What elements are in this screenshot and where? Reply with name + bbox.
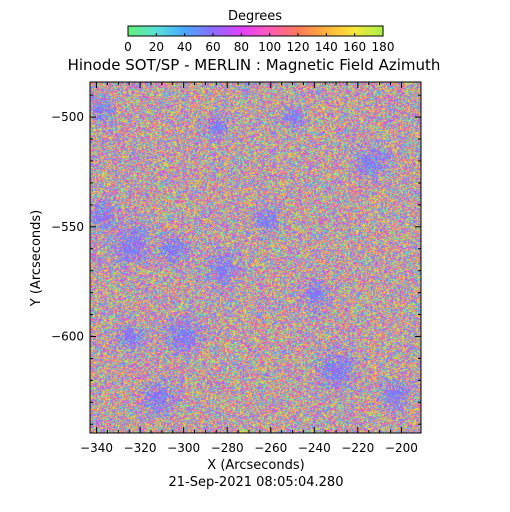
colorbar-cell (357, 26, 363, 36)
colorbar-cell (374, 26, 380, 36)
colorbar-cell (289, 26, 295, 36)
colorbar-cell (179, 26, 184, 36)
y-axis-label: Y (Arcseconds) (29, 210, 44, 307)
colorbar-cell (225, 26, 231, 36)
colorbar-cell (204, 26, 210, 36)
plot-area (89, 81, 422, 434)
colorbar-cell (170, 26, 176, 36)
colorbar-cell (174, 26, 180, 36)
x-tick-label: −220 (341, 441, 374, 455)
colorbar-cell (293, 26, 299, 36)
colorbar-gradient (128, 26, 384, 36)
chart-title: Hinode SOT/SP - MERLIN : Magnetic Field … (68, 56, 441, 74)
colorbar-cell (213, 26, 218, 36)
colorbar-tick-label: 0 (124, 40, 132, 54)
colorbar-cell (149, 26, 155, 36)
colorbar-cell (302, 26, 308, 36)
azimuth-heatmap (90, 82, 421, 433)
colorbar-cell (344, 26, 350, 36)
x-tick-label: −320 (124, 441, 157, 455)
y-tick-label: −550 (51, 220, 84, 234)
colorbar-cell (196, 26, 201, 36)
colorbar-cell (285, 26, 291, 36)
colorbar-cell (234, 26, 240, 36)
colorbar-cell (310, 26, 316, 36)
colorbar-cell (230, 26, 235, 36)
x-tick-label: −260 (254, 441, 287, 455)
colorbar-tick-label: 80 (234, 40, 249, 54)
colorbar-cell (200, 26, 206, 36)
colorbar-cell (272, 26, 278, 36)
x-axis-label: X (Arcseconds) (207, 458, 304, 473)
plot-frame (89, 81, 422, 434)
x-axis: −340 −320 −300 −280 −260 −240 −220 −200 (80, 82, 418, 455)
colorbar-cell (378, 26, 384, 36)
observation-timestamp: 21-Sep-2021 08:05:04.280 (169, 475, 344, 490)
colorbar-cell (162, 26, 167, 36)
x-tick-label: −200 (385, 441, 418, 455)
colorbar-cell (340, 26, 346, 36)
colorbar-cell (361, 26, 367, 36)
colorbar-cell (217, 26, 223, 36)
colorbar-cell (183, 26, 189, 36)
colorbar-cell (187, 26, 193, 36)
colorbar-cell (349, 26, 354, 36)
x-tick-label: −280 (211, 441, 244, 455)
colorbar-cell (153, 26, 159, 36)
colorbar-cell (221, 26, 227, 36)
x-tick-label: −240 (298, 441, 331, 455)
colorbar-cell (128, 26, 133, 36)
colorbar-cell (353, 26, 359, 36)
colorbar: 0 20 40 60 80 100 120 140 160 180 (124, 25, 395, 54)
colorbar-cell (306, 26, 312, 36)
colorbar-cell (191, 26, 197, 36)
colorbar-cell (145, 26, 150, 36)
colorbar-cell (132, 26, 138, 36)
colorbar-cell (370, 26, 376, 36)
colorbar-cell (276, 26, 282, 36)
colorbar-label: Degrees (228, 9, 282, 24)
colorbar-cell (281, 26, 286, 36)
colorbar-cell (238, 26, 244, 36)
x-tick-label: −300 (167, 441, 200, 455)
colorbar-cell (136, 26, 142, 36)
y-tick-label: −500 (51, 110, 84, 124)
colorbar-cell (268, 26, 274, 36)
colorbar-cell (366, 26, 371, 36)
colorbar-cell (259, 26, 265, 36)
colorbar-cell (140, 26, 146, 36)
colorbar-cell (319, 26, 325, 36)
colorbar-cell (298, 26, 303, 36)
colorbar-cell (332, 26, 337, 36)
colorbar-tick-label: 60 (205, 40, 220, 54)
colorbar-tick-label: 20 (149, 40, 164, 54)
colorbar-cell (247, 26, 252, 36)
colorbar-tick-label: 140 (315, 40, 338, 54)
colorbar-cell (264, 26, 269, 36)
colorbar-tick-label: 160 (343, 40, 366, 54)
x-tick-label: −340 (80, 441, 113, 455)
colorbar-cell (327, 26, 333, 36)
colorbar-tick-label: 180 (372, 40, 395, 54)
colorbar-cell (157, 26, 163, 36)
colorbar-tick-label: 100 (258, 40, 281, 54)
colorbar-cell (336, 26, 342, 36)
colorbar-cell (255, 26, 261, 36)
colorbar-tick-label: 120 (287, 40, 310, 54)
colorbar-frame (127, 25, 384, 37)
colorbar-cell (251, 26, 257, 36)
colorbar-cell (166, 26, 172, 36)
colorbar-cell (323, 26, 329, 36)
colorbar-tick-label: 40 (177, 40, 192, 54)
y-axis: −500 −550 −600 (51, 94, 421, 425)
colorbar-cell (242, 26, 248, 36)
colorbar-cell (208, 26, 214, 36)
colorbar-cell (315, 26, 320, 36)
y-tick-label: −600 (51, 329, 84, 343)
